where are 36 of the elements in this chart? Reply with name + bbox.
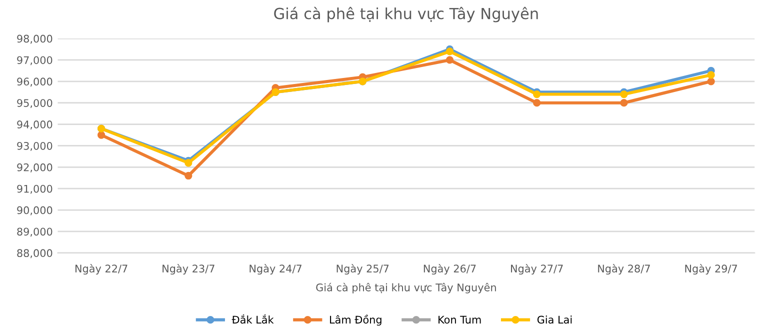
x-tick-label: Ngày 27/7	[511, 264, 563, 275]
y-tick-label: 89,000	[17, 228, 52, 237]
y-tick-label: 98,000	[17, 34, 52, 44]
legend-label: Kon Tum	[438, 316, 481, 324]
point	[446, 48, 454, 56]
point	[184, 159, 192, 167]
x-tick-label: Ngày 25/7	[336, 264, 389, 275]
point	[184, 172, 192, 180]
x-tick-label: Ngày 26/7	[424, 264, 476, 275]
x-tick-label: Ngày 29/7	[685, 264, 737, 275]
y-tick-label: 97,000	[17, 56, 52, 66]
y-tick-label: 90,000	[17, 206, 52, 216]
y-tick-label: 96,000	[17, 78, 52, 87]
y-tick-label: 91,000	[17, 184, 52, 194]
y-tick-label: 88,000	[17, 249, 52, 258]
y-tick-label: 94,000	[17, 120, 52, 130]
point	[620, 90, 628, 98]
y-tick-label: 92,000	[17, 163, 52, 172]
point	[446, 56, 454, 64]
x-tick-label: Ngày 28/7	[598, 264, 650, 275]
point	[97, 131, 106, 139]
x-tick-label: Ngày 22/7	[75, 264, 128, 275]
chart-title: Giá cà phê tại khu vực Tây Nguyên	[274, 6, 538, 22]
point	[707, 71, 715, 79]
point	[533, 90, 541, 98]
legend-label: Gia Lai	[537, 316, 572, 324]
y-tick-label: 93,000	[17, 142, 52, 151]
x-tick-label: Ngày 24/7	[250, 264, 302, 275]
point	[707, 78, 715, 86]
legend-label: Lâm Đồng	[330, 314, 382, 326]
x-tick-label: Ngày 23/7	[162, 264, 214, 275]
y-tick-label: 95,000	[17, 99, 52, 108]
legend-label: Đắk Lắk	[232, 314, 274, 324]
point	[533, 99, 541, 107]
x-axis-title: Giá cà phê tại khu vực Tây Nguyên	[316, 282, 496, 294]
point	[620, 99, 628, 107]
